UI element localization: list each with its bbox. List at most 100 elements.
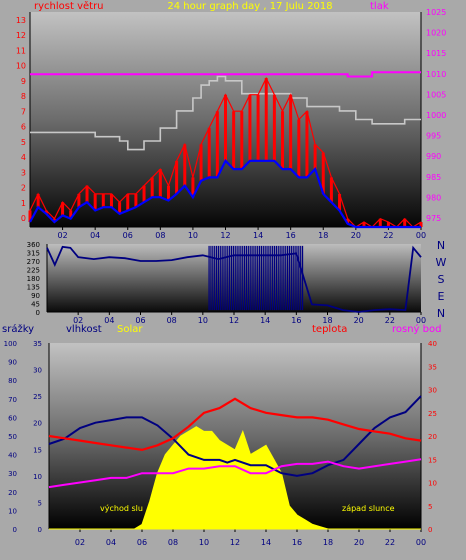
humidity-axis-tick-label: 20 [33,420,42,428]
rain-axis-tick-label: 30 [8,470,17,478]
rain-axis-tick-label: 90 [8,359,17,367]
compass-label: N [437,239,445,252]
temperature-axis-tick-label: 40 [428,340,437,348]
wind-speed-axis-tick-label: 10 [16,62,26,71]
compass-label: E [438,290,445,303]
wind-speed-axis-tick-label: 1 [21,199,26,208]
rain-axis-tick-label: 10 [8,507,17,515]
humidity-line [48,395,422,477]
top-time-axis-tick-label: 16 [286,231,296,240]
top-time-axis-tick-label: 08 [155,231,165,240]
bottom-time-axis-tick-label: 16 [292,538,302,547]
top-time-axis-tick-label: 18 [318,231,328,240]
pressure-axis-tick-label: 990 [426,152,441,161]
top-time-axis-tick-label: 00 [416,231,426,240]
bottom-time-axis-tick-label: 04 [106,538,116,547]
direction-axis-tick-label: 315 [27,250,40,258]
mid-time-axis-tick-label: 10 [198,316,208,325]
bottom-time-axis-tick-label: 10 [199,538,209,547]
pressure-axis-tick-label: 1000 [426,111,446,120]
pressure-axis-tick-label: 1015 [426,49,446,58]
high-pressure-line [30,71,421,78]
bottom-time-axis-tick-label: 14 [261,538,271,547]
direction-axis-tick-label: 360 [27,241,40,249]
wind-speed-axis-tick-label: 0 [21,214,26,223]
mid-time-axis-tick-label: 12 [229,316,239,325]
rain-axis-tick-label: 40 [8,452,17,460]
temperature-axis-tick-label: 25 [428,410,437,418]
wind-speed-axis-tick-label: 12 [16,31,26,40]
temperature-axis-tick-label: 20 [428,433,437,441]
temperature-axis-tick-label: 5 [428,503,432,511]
direction-axis-tick-label: 270 [27,258,40,266]
temperature-axis-tick-label: 35 [428,363,437,371]
mid-time-axis-tick-label: 06 [135,316,145,325]
wind-speed-axis-tick-label: 3 [21,168,26,177]
wind-speed-axis-tick-label: 5 [21,138,26,147]
bottom-time-axis-tick-label: 06 [137,538,147,547]
bottom-time-axis-tick-label: 22 [385,538,395,547]
wind-speed-axis-tick-label: 9 [21,77,26,86]
pressure-axis-tick-label: 995 [426,132,441,141]
compass-label: W [436,256,447,269]
humidity-axis-tick-label: 35 [33,340,42,348]
pressure-axis-tick-label: 985 [426,173,441,182]
mid-time-axis-tick-label: 22 [385,316,395,325]
top-time-axis-tick-label: 20 [351,231,361,240]
direction-plot-area [47,244,421,312]
wind-speed-axis-tick-label: 2 [21,184,26,193]
pressure-axis-tick-label: 1020 [426,29,446,38]
bottom-time-axis-tick-label: 12 [230,538,240,547]
direction-axis-tick-label: 135 [27,284,40,292]
wind-speed-axis-tick-label: 11 [16,46,26,55]
pressure-axis-tick-label: 1010 [426,70,446,79]
direction-axis-tick-label: 225 [27,267,40,275]
rain-axis-tick-label: 20 [8,489,17,497]
compass-label: S [438,273,445,286]
temperature-line [48,397,422,452]
direction-axis-tick-label: 180 [27,275,40,283]
humidity-axis-tick-label: 25 [33,393,42,401]
mid-time-axis-tick-label: 08 [167,316,177,325]
dew-point-label: rosný bod [392,323,441,335]
pressure-axis-tick-label: 1005 [426,90,446,99]
direction-axis-tick-label: 45 [31,301,40,309]
bottom-time-axis-tick-label: 08 [168,538,178,547]
temperature-axis-tick-label: 15 [428,456,437,464]
solar-area [49,426,421,530]
mid-time-axis-tick-label: 18 [322,316,332,325]
rain-axis-tick-label: 70 [8,396,17,404]
dew-point-line [48,458,422,489]
bottom-time-axis-tick-label: 02 [75,538,85,547]
wind-speed-axis-tick-label: 13 [16,16,26,25]
temperature-label: teplota [312,324,347,335]
bottom-time-axis-tick-label: 20 [354,538,364,547]
top-time-axis-tick-label: 06 [123,231,133,240]
direction-axis-tick-label: 0 [36,309,40,317]
humidity-axis-tick-label: 10 [33,473,42,481]
wind-speed-label: rychlost větru [34,0,104,12]
top-time-axis-tick-label: 10 [188,231,198,240]
humidity-axis-tick-label: 0 [38,526,42,534]
humidity-axis-tick-label: 5 [38,499,42,507]
top-time-axis-tick-label: 04 [90,231,100,240]
solar-label: Solar [117,324,143,335]
pressure-label: tlak [370,1,389,12]
bottom-time-axis-tick-label: 18 [323,538,333,547]
rain-axis-tick-label: 0 [13,526,17,534]
top-time-axis-tick-label: 12 [220,231,230,240]
top-time-axis-tick-label: 02 [57,231,67,240]
mid-time-axis-tick-label: 04 [104,316,114,325]
compass-label: N [437,307,445,320]
rain-axis-tick-label: 50 [8,433,17,441]
humidity-axis-tick-label: 30 [33,367,42,375]
mid-time-axis-tick-label: 02 [73,316,83,325]
top-time-axis-tick-label: 22 [383,231,393,240]
rain-axis-tick-label: 80 [8,377,17,385]
wind-speed-axis-tick-label: 7 [21,107,26,116]
humidity-label: vlhkost [66,324,102,335]
wind-speed-axis-tick-label: 6 [21,123,26,132]
pressure-axis-tick-label: 980 [426,193,441,202]
